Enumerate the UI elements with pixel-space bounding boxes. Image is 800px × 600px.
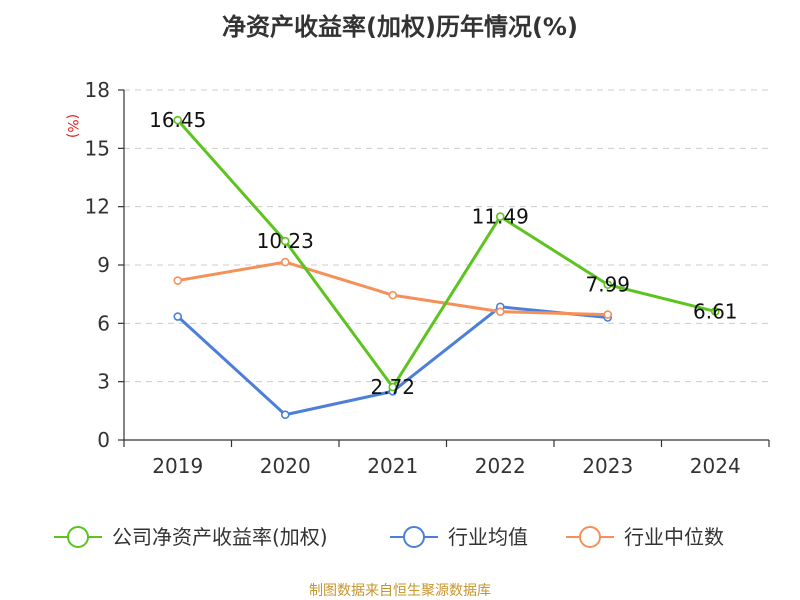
data-label-2020: 10.23 [257, 229, 314, 253]
data-point-1-2019[interactable] [173, 312, 183, 321]
data-point-0-2020[interactable] [280, 236, 290, 246]
y-tick-label: 12 [85, 195, 110, 219]
data-point-2-2019[interactable] [173, 276, 183, 285]
data-point-0-2021[interactable] [388, 382, 398, 392]
x-tick-label-2023: 2023 [582, 454, 633, 478]
y-tick-label: 6 [97, 311, 110, 335]
chart-title: 净资产收益率(加权)历年情况(%) [222, 13, 578, 41]
y-axis-label: (%) [64, 114, 80, 138]
data-label-2019: 16.45 [149, 108, 206, 132]
series-line-0 [176, 119, 716, 389]
data-label-2022: 11.49 [472, 205, 529, 229]
y-tick-label: 9 [97, 253, 110, 277]
data-point-2-2023[interactable] [603, 310, 613, 319]
data-point-0-2023[interactable] [603, 280, 613, 289]
legend-marker-2[interactable] [579, 526, 601, 548]
series-line-2 [177, 260, 608, 317]
data-labels: 16.45 10.23 2.72 11.49 7.99 6.61 [149, 108, 737, 399]
legend-label-2[interactable]: 行业中位数 [624, 525, 724, 549]
y-tick-label: 0 [97, 428, 110, 452]
data-point-1-2020[interactable] [280, 410, 290, 420]
x-tick-label-2022: 2022 [475, 454, 526, 478]
x-tick-label-2024: 2024 [690, 454, 741, 478]
data-label-2021: 2.72 [370, 375, 415, 399]
data-point-0-2022[interactable] [495, 212, 505, 221]
grid [124, 89, 769, 383]
x-tick-label-2020: 2020 [260, 454, 311, 478]
y-tick-label: 3 [97, 370, 110, 394]
data-point-2-2022[interactable] [495, 307, 505, 316]
x-tick-label-2019: 2019 [152, 454, 203, 478]
data-point-2-2020[interactable] [280, 257, 290, 267]
legend-label-0[interactable]: 公司净资产收益率(加权) [112, 525, 328, 549]
y-tick-label: 15 [85, 136, 110, 160]
data-point-0-2019[interactable] [173, 115, 183, 125]
legend-label-1[interactable]: 行业均值 [448, 525, 528, 549]
y-tick-label: 18 [85, 78, 110, 102]
legend-marker-1[interactable] [403, 526, 425, 548]
series-group [173, 115, 720, 420]
legend[interactable]: 公司净资产收益率(加权) 行业均值 行业中位数 [54, 525, 724, 549]
source-note: 制图数据来自恒生聚源数据库 [309, 583, 491, 599]
data-point-0-2024[interactable] [710, 307, 720, 316]
legend-marker-0[interactable] [67, 526, 89, 548]
data-point-2-2021[interactable] [388, 290, 398, 300]
data-label-2024: 6.61 [693, 299, 738, 323]
axes: 0 3 6 9 12 15 18 2019 2020 2021 2022 2023 2024 [85, 78, 770, 478]
data-label-2023: 7.99 [585, 273, 630, 297]
x-tick-label-2021: 2021 [367, 454, 418, 478]
